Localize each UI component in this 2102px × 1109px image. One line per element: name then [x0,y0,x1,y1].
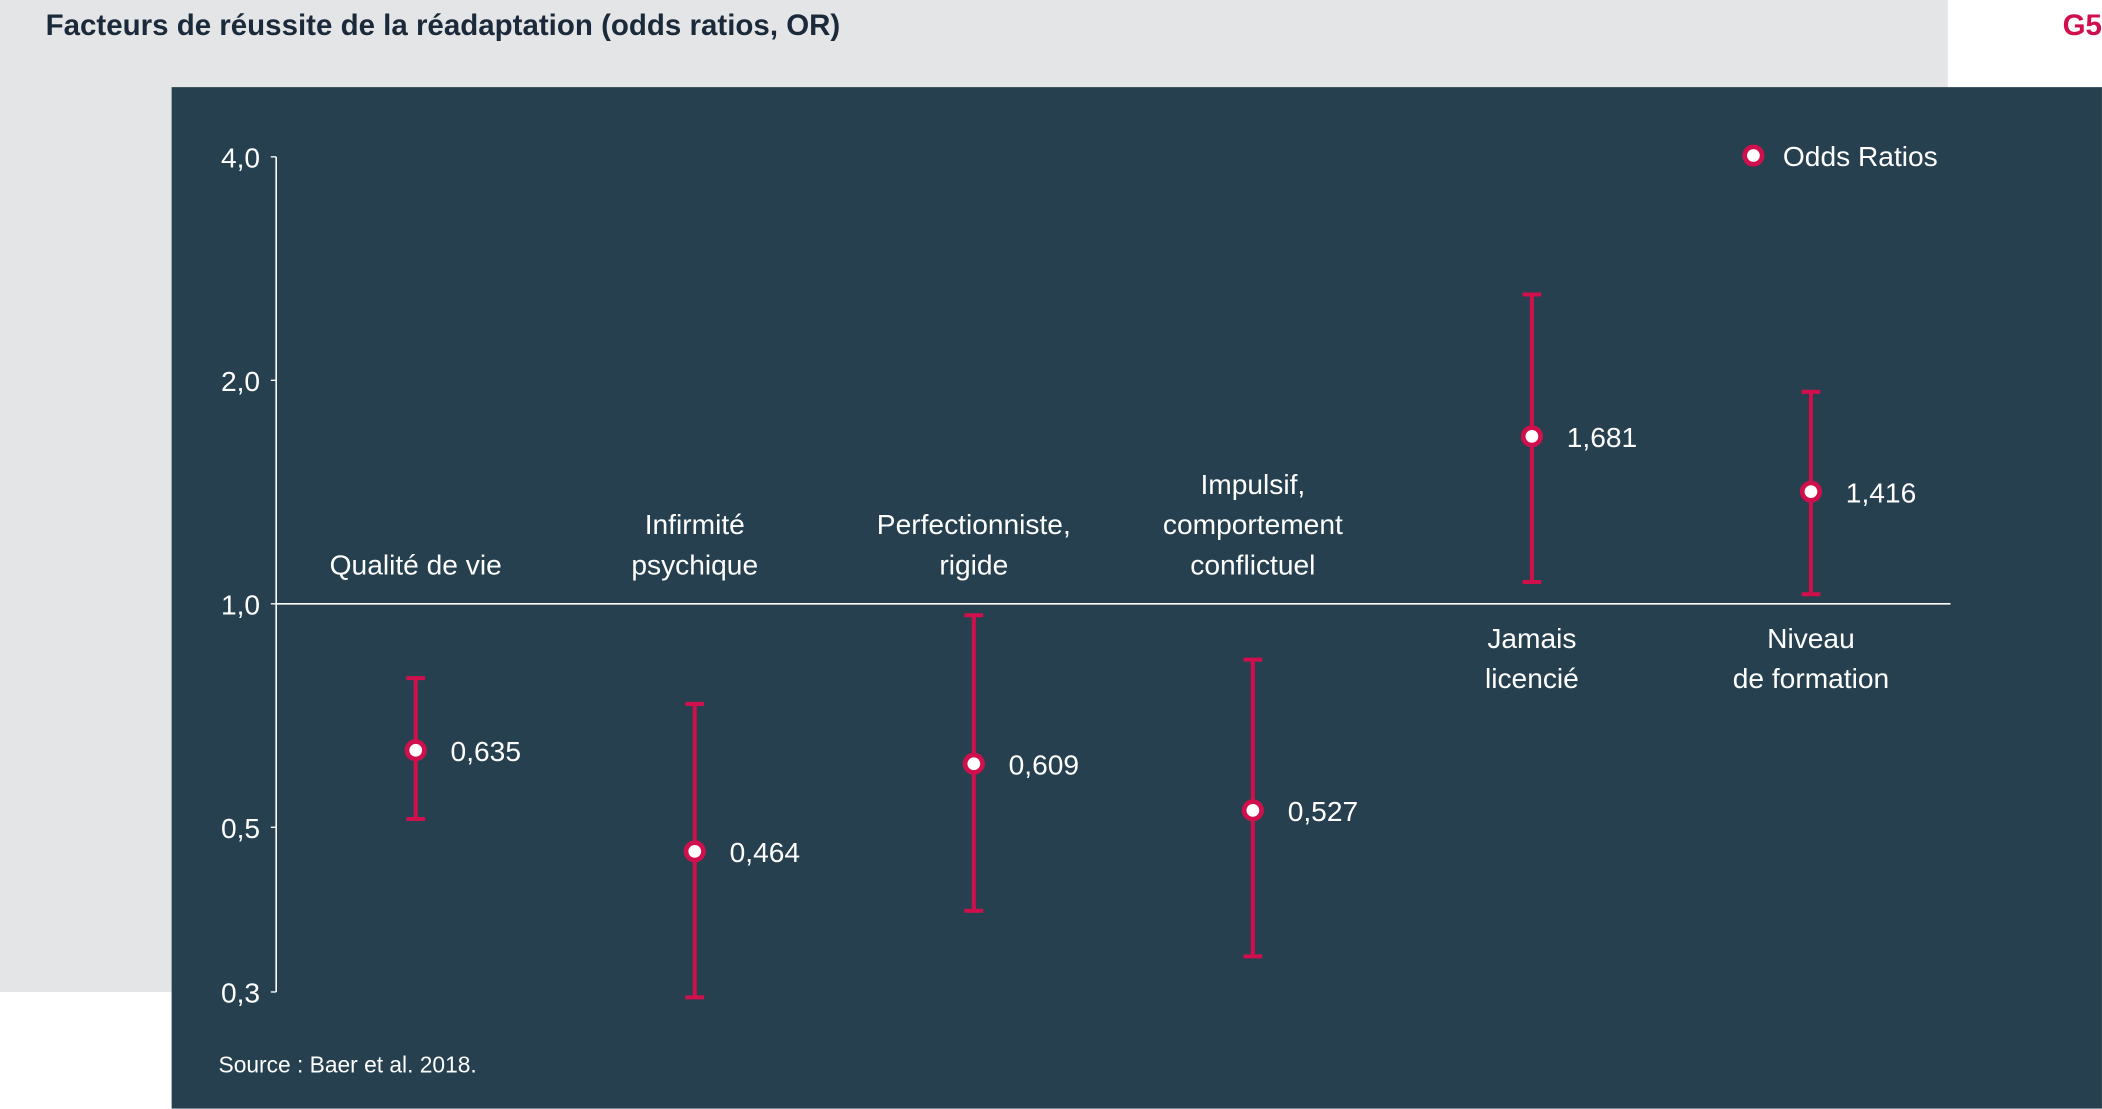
y-tick-label: 0,3 [221,978,260,1009]
x-category-label: Jamais licencié [1485,623,1579,694]
point [683,840,706,863]
point [1520,425,1543,448]
y-tick-label: 1,0 [221,590,260,621]
legend-label: Odds Ratios [1783,141,1938,172]
x-category-label: Qualité de vie [330,549,502,580]
value-label: 0,635 [451,736,521,767]
point [404,739,427,762]
x-category-label: Infirmité psychique [631,509,758,580]
legend-marker [1742,144,1765,167]
y-tick-label: 0,5 [221,813,260,844]
y-tick-label: 4,0 [221,143,260,174]
figure-label: G5 [2063,9,2102,42]
value-label: 0,527 [1288,796,1358,827]
point [1241,799,1264,822]
value-label: 1,681 [1567,422,1637,453]
point [962,752,985,775]
x-category-label: Niveau de formation [1733,623,1889,694]
value-label: 0,609 [1009,749,1079,780]
point [1799,480,1823,503]
x-category-label: Perfectionniste, rigide [877,509,1071,580]
value-label: 1,416 [1846,477,1916,508]
x-category-label: Impulsif, comportement conflictuel [1163,469,1343,580]
y-tick-label: 2,0 [221,366,260,397]
panel [171,87,2102,1109]
chart-title: Facteurs de réussite de la réadaptation … [46,9,841,42]
source: Source : Baer et al. 2018. [219,1051,477,1077]
value-label: 0,464 [730,837,800,868]
